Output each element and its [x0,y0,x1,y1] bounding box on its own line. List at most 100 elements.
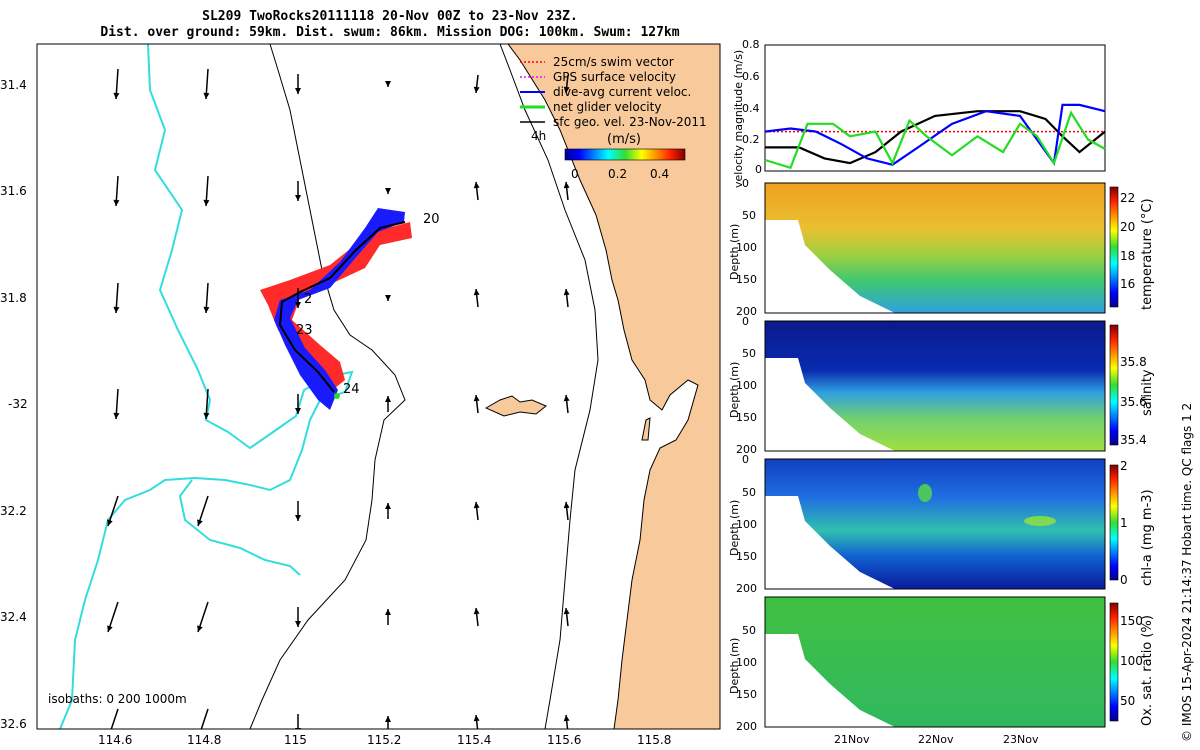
geo-arrowhead-32 [295,621,301,627]
map-ytick-0: 31.4 [0,78,27,92]
geo-arrowhead-19 [203,412,210,419]
map-xtick-6: 115.8 [637,733,672,747]
velocity-panel-frame [764,44,1106,172]
chl-ytick-1: 50 [742,486,756,499]
vel-ytick-2: 0.4 [742,102,760,115]
geo-arrowhead-4 [473,86,480,93]
sal-cbar-tick-354: 35.4 [1120,433,1147,447]
map-xtick-2: 115 [284,733,307,747]
time-xtick-22nov: 22Nov [918,733,954,746]
geo-arrowhead-35 [563,608,570,615]
geo-arrowhead-2 [295,88,301,94]
map-xtick-0: 114.6 [98,733,133,747]
track-label-22: 2 [304,292,312,307]
map-ytick-5: 32.4 [0,610,27,624]
track-label-23: 23 [296,323,313,338]
chl-cbar-tick-2: 2 [1120,459,1128,473]
isobaths-note: isobaths: 0 200 1000m [48,692,187,706]
ox-ylabel: Depth (m) [728,637,741,694]
temp-cbar-tick-22: 22 [1120,191,1136,205]
geo-arrowhead-16 [473,289,480,296]
geo-arrowhead-21 [385,396,391,402]
map-ytick-6: 32.6 [0,717,27,731]
temp-cbar-tick-16: 16 [1120,277,1136,291]
geo-arrowhead-30 [107,625,113,632]
ox-ytick-200: 200 [736,720,757,733]
vel-ytick-0: 0 [755,163,762,176]
garden-island [641,417,651,441]
sal-ytick-4: 200 [736,443,757,456]
legend: 25cm/s swim vector GPS surface velocity … [520,55,707,147]
temp-ytick-0: 0 [742,177,749,190]
temp-cbar-label: temperature (°C) [1140,198,1155,310]
geo-arrowhead-17 [563,289,570,296]
salinity-panel [764,320,1106,452]
time-xtick-23nov: 23Nov [1003,733,1039,746]
oxygen-panel [764,596,1106,728]
map-panel: 20 2 23 24 25cm/s swim vector GPS surfac… [36,43,721,730]
geo-arrowhead-14 [295,302,301,308]
chl-ytick-3: 150 [736,550,757,563]
map-ytick-2: 31.8 [0,291,27,305]
geo-arrowhead-0 [113,92,120,99]
geo-arrowhead-29 [563,502,570,509]
chart-title-line1: SL209 TwoRocks20111118 20-Nov 00Z to 23-… [202,9,578,24]
temperature-colorbar [1109,186,1119,308]
legend-item-swim-vector: 25cm/s swim vector [553,55,674,69]
sal-ytick-1: 50 [742,347,756,360]
geo-arrowhead-15 [385,295,391,301]
geo-arrowhead-26 [295,515,301,521]
geo-arrowhead-39 [385,716,391,722]
map-ytick-3: -32 [8,397,28,411]
chl-ylabel: Depth (m) [728,499,741,556]
sal-cbar-tick-356: 35.6 [1120,395,1147,409]
sal-ylabel: Depth (m) [728,361,741,418]
geo-arrow-36 [110,708,119,729]
legend-item-sfc-geo: sfc geo. vel. 23-Nov-2011 [553,115,707,129]
ox-cbar-tick-150: 150 [1120,614,1143,628]
map-ytick-1: 31.6 [0,184,27,198]
chart-title-line2: Dist. over ground: 59km. Dist. swum: 86k… [100,25,680,40]
colorbar-unit: (m/s) [607,132,641,147]
map-xtick-4: 115.4 [457,733,492,747]
map-ytick-4: 32.2 [0,504,27,518]
geo-arrowhead-22 [473,395,480,402]
geo-arrowhead-12 [113,306,120,313]
geo-arrowhead-27 [385,503,391,509]
velocity-ylabel: velocity magnitude (m/s) [732,49,745,188]
net-glider-track [278,221,406,393]
imos-footer: © IMOS 15-Apr-2024 21:14:37 Hobart time.… [1180,402,1194,742]
right-panels [764,44,1119,728]
temperature-panel [764,182,1106,314]
chlorophyll-colorbar [1109,464,1119,581]
geo-arrowhead-28 [473,502,480,509]
ox-cbar-tick-100: 100 [1120,654,1143,668]
ox-ytick-100: 100 [736,656,757,669]
geo-arrowhead-20 [295,408,301,414]
temp-ytick-1: 50 [742,209,756,222]
chl-cbar-tick-0: 0 [1120,573,1128,587]
geo-arrowhead-18 [113,412,120,419]
vel-ytick-1: 0.2 [742,133,760,146]
land-mass [507,44,720,729]
velocity-series [764,103,1106,170]
track-label-20: 20 [423,212,440,227]
velocity-series-line-3 [764,110,1106,170]
sal-ytick-3: 150 [736,411,757,424]
sal-cbar-tick-358: 35.8 [1120,355,1147,369]
geo-arrow-37 [200,708,209,729]
sal-cbar-label: salinity [1140,369,1155,416]
map-xtick-5: 115.6 [547,733,582,747]
legend-item-gps-velocity: GPS surface velocity [553,70,676,84]
chlorophyll-panel [764,458,1106,590]
geo-arrowhead-41 [563,715,570,722]
geo-arrowhead-1 [203,92,210,99]
ox-cbar-label: Ox. sat. ratio (%) [1140,615,1155,726]
chl-cbar-label: chl-a (mg m-3) [1140,489,1155,586]
temp-cbar-tick-20: 20 [1120,220,1136,234]
geo-arrowhead-40 [473,715,480,722]
track-label-24: 24 [343,382,360,397]
vel-ytick-3: 0.6 [742,70,760,83]
temp-cbar-tick-18: 18 [1120,249,1136,263]
ox-ytick-150: 150 [736,688,757,701]
